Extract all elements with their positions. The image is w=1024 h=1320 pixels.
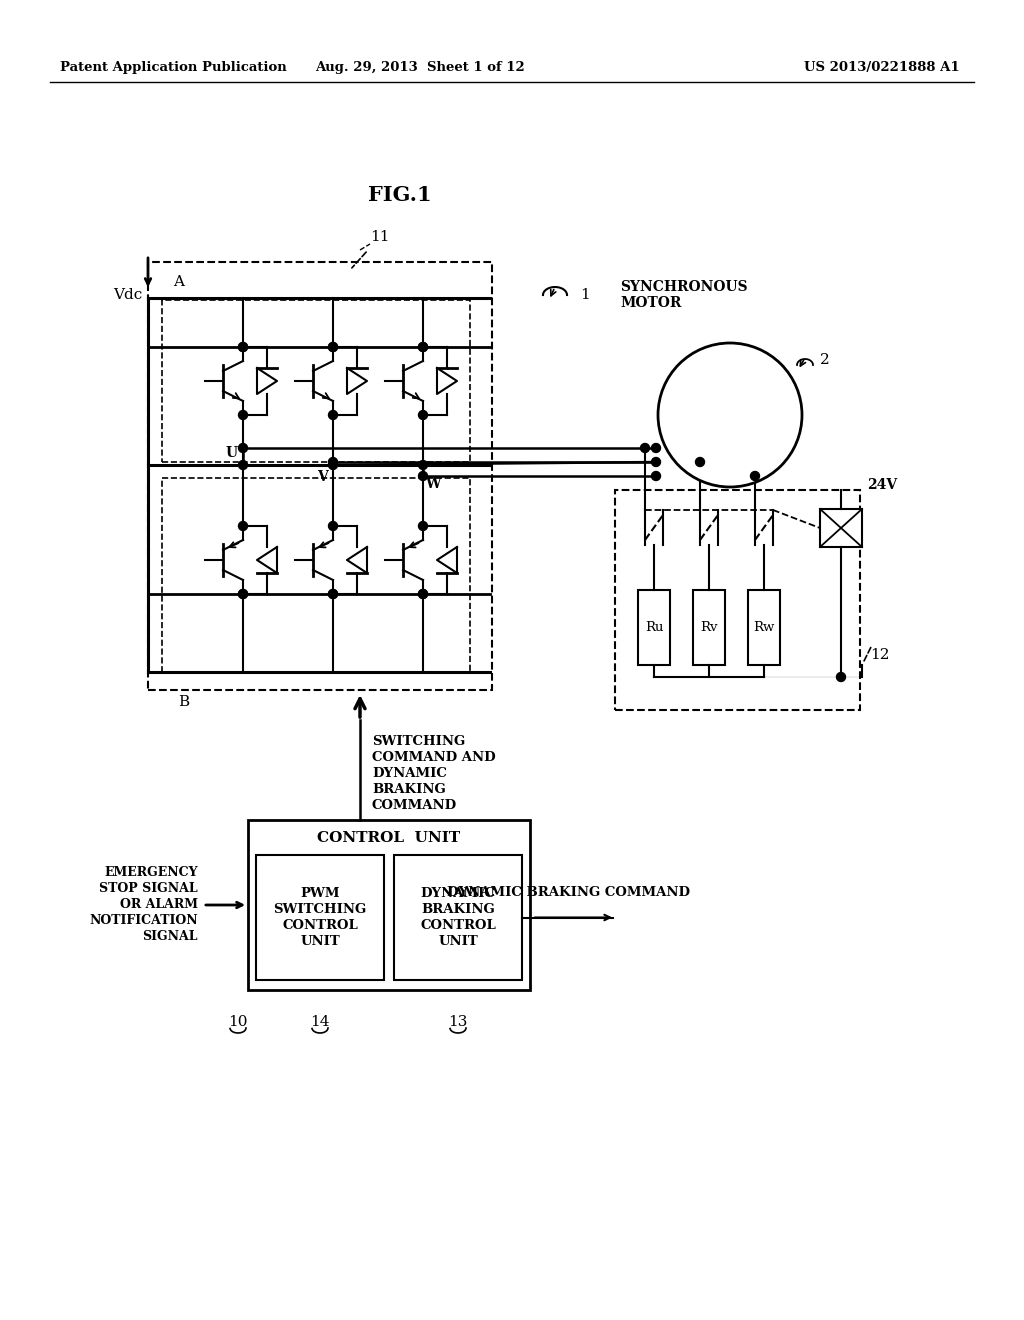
Text: 24V: 24V xyxy=(867,478,897,492)
Bar xyxy=(248,820,530,990)
Text: 10: 10 xyxy=(228,1015,248,1030)
Circle shape xyxy=(239,590,248,598)
Text: Patent Application Publication: Patent Application Publication xyxy=(60,62,287,74)
Bar xyxy=(638,590,670,665)
Text: DYNAMIC
BRAKING
CONTROL
UNIT: DYNAMIC BRAKING CONTROL UNIT xyxy=(420,887,496,948)
Text: Vdc: Vdc xyxy=(113,288,142,302)
Circle shape xyxy=(651,458,660,466)
Circle shape xyxy=(329,461,338,470)
Bar xyxy=(162,300,470,462)
Circle shape xyxy=(419,461,427,470)
Circle shape xyxy=(419,411,427,420)
Bar xyxy=(256,855,384,979)
Text: 14: 14 xyxy=(310,1015,330,1030)
Circle shape xyxy=(239,461,248,470)
Text: 12: 12 xyxy=(870,648,890,663)
Circle shape xyxy=(837,672,846,681)
Bar xyxy=(615,490,860,710)
Circle shape xyxy=(329,342,338,351)
Circle shape xyxy=(329,458,338,466)
Text: FIG.1: FIG.1 xyxy=(369,185,432,205)
Text: Rv: Rv xyxy=(700,620,718,634)
Circle shape xyxy=(239,444,248,453)
Bar xyxy=(693,590,725,665)
Circle shape xyxy=(695,458,705,466)
Bar xyxy=(820,510,862,546)
Bar xyxy=(148,261,492,690)
Text: US 2013/0221888 A1: US 2013/0221888 A1 xyxy=(805,62,961,74)
Circle shape xyxy=(651,444,660,453)
Text: EMERGENCY
STOP SIGNAL
OR ALARM
NOTIFICATION
SIGNAL: EMERGENCY STOP SIGNAL OR ALARM NOTIFICAT… xyxy=(89,866,198,944)
Text: A: A xyxy=(173,275,184,289)
Text: V: V xyxy=(317,470,328,484)
Text: PWM
SWITCHING
CONTROL
UNIT: PWM SWITCHING CONTROL UNIT xyxy=(273,887,367,948)
Text: U: U xyxy=(226,446,238,459)
Text: Ru: Ru xyxy=(645,620,664,634)
Text: Rw: Rw xyxy=(754,620,775,634)
Circle shape xyxy=(751,471,760,480)
Text: 11: 11 xyxy=(370,230,389,244)
Circle shape xyxy=(419,590,427,598)
Text: DYNAMIC BRAKING COMMAND: DYNAMIC BRAKING COMMAND xyxy=(447,887,690,899)
Text: 1: 1 xyxy=(580,288,590,302)
Text: SYNCHRONOUS
MOTOR: SYNCHRONOUS MOTOR xyxy=(620,280,748,310)
Text: 2: 2 xyxy=(820,352,829,367)
Circle shape xyxy=(419,342,427,351)
Circle shape xyxy=(419,590,427,598)
Circle shape xyxy=(329,590,338,598)
Circle shape xyxy=(419,521,427,531)
Circle shape xyxy=(239,521,248,531)
Circle shape xyxy=(658,343,802,487)
Bar xyxy=(394,855,522,979)
Circle shape xyxy=(329,342,338,351)
Circle shape xyxy=(651,471,660,480)
Text: CONTROL  UNIT: CONTROL UNIT xyxy=(317,832,461,845)
Text: SWITCHING
COMMAND AND
DYNAMIC
BRAKING
COMMAND: SWITCHING COMMAND AND DYNAMIC BRAKING CO… xyxy=(372,735,496,812)
Text: 13: 13 xyxy=(449,1015,468,1030)
Circle shape xyxy=(419,342,427,351)
Circle shape xyxy=(239,342,248,351)
Bar xyxy=(748,590,780,665)
Text: B: B xyxy=(178,696,189,709)
Text: Aug. 29, 2013  Sheet 1 of 12: Aug. 29, 2013 Sheet 1 of 12 xyxy=(315,62,525,74)
Circle shape xyxy=(239,411,248,420)
Bar xyxy=(162,478,470,672)
Circle shape xyxy=(329,521,338,531)
Circle shape xyxy=(239,590,248,598)
Text: W: W xyxy=(425,477,440,491)
Circle shape xyxy=(329,411,338,420)
Circle shape xyxy=(329,590,338,598)
Circle shape xyxy=(239,342,248,351)
Circle shape xyxy=(640,444,649,453)
Circle shape xyxy=(419,471,427,480)
